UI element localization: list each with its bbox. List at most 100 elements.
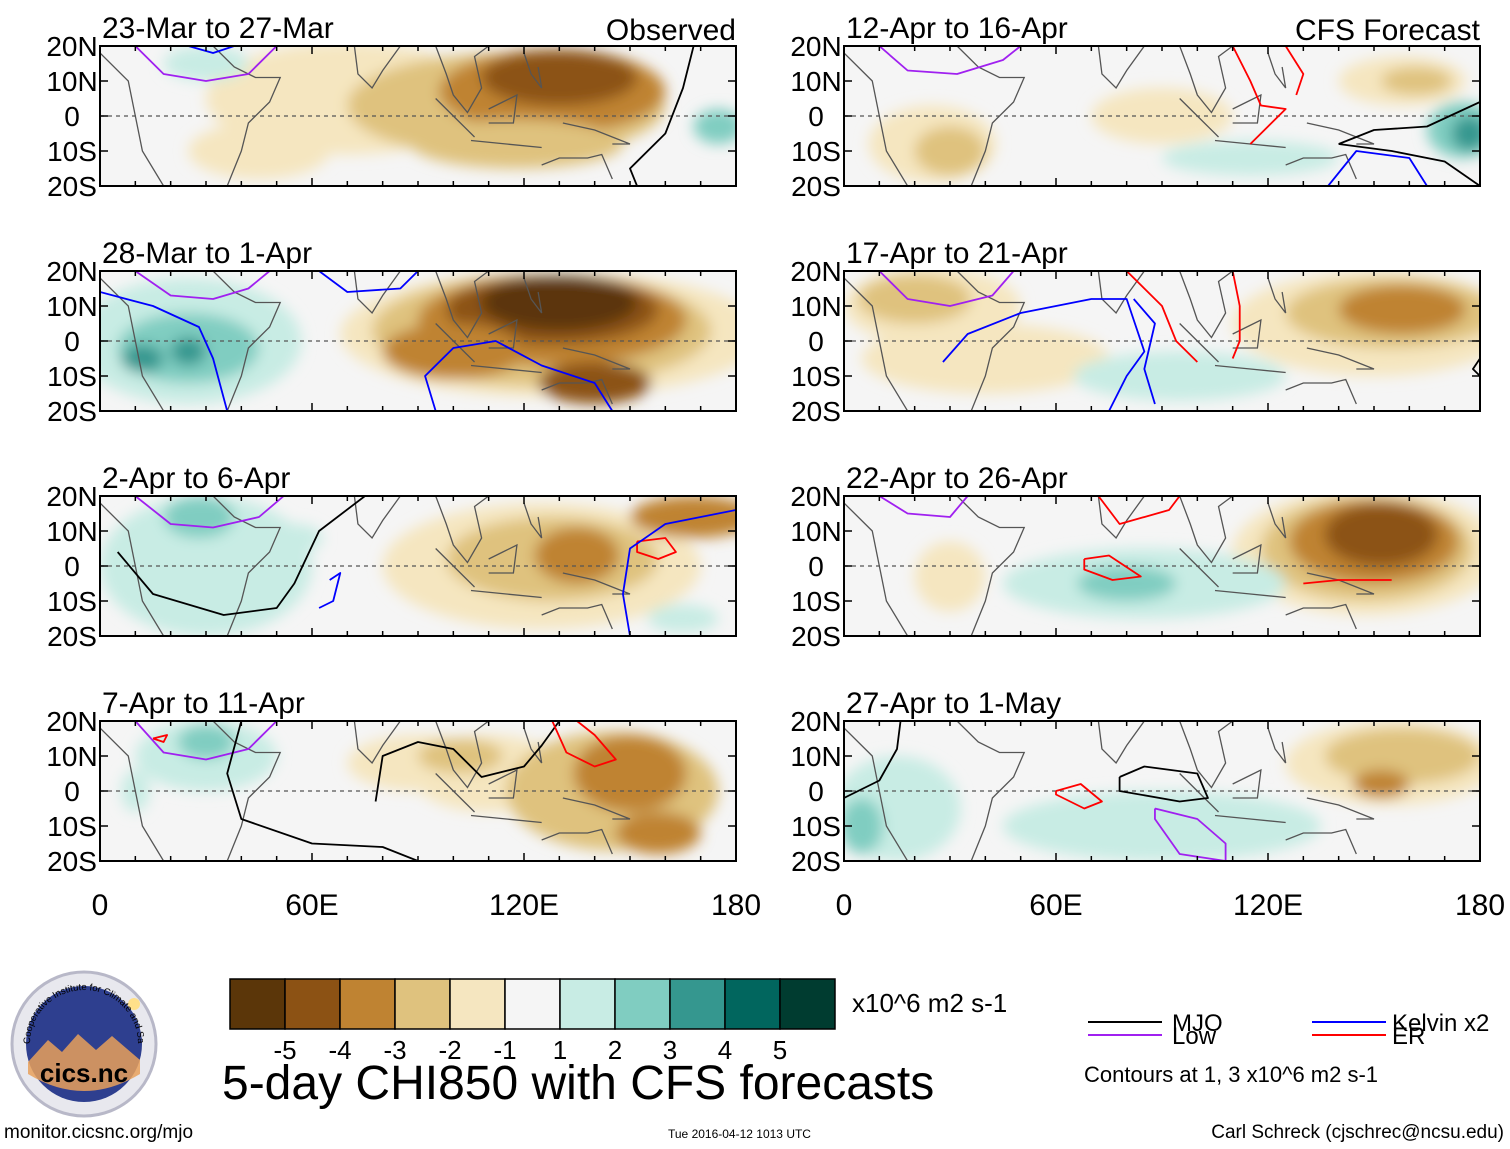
anomaly-region — [1126, 812, 1269, 854]
colorbar-swatch — [394, 978, 451, 1030]
coastline — [212, 721, 282, 861]
coastline — [541, 153, 613, 180]
wave-contour — [1327, 150, 1428, 186]
y-tick-label: 10N — [790, 66, 841, 97]
y-tick-label: 20N — [46, 481, 97, 512]
coastline — [1306, 797, 1375, 820]
coastline — [1306, 347, 1375, 370]
coastline — [956, 46, 1026, 186]
y-tick-label: 10S — [47, 136, 97, 167]
coastline — [1232, 768, 1262, 799]
coastline — [562, 572, 631, 595]
wave-contour — [374, 721, 561, 802]
y-tick-label: 20N — [790, 481, 841, 512]
coastline — [1179, 271, 1234, 339]
y-tick-label: 0 — [808, 326, 824, 357]
panel-field — [844, 721, 1480, 861]
panel-1: 20N 10N 0 10S 20S 23-Mar to 27-Mar Observed — [46, 12, 737, 202]
coastline — [523, 502, 543, 539]
logo-text: cics.nc — [40, 1058, 128, 1088]
colorbar-swatch — [449, 978, 506, 1030]
anomaly-region — [1077, 566, 1177, 601]
panel-8: 20N 10N 0 10S 20S 27-Apr to 1-May 0 60E 120E 180 — [790, 687, 1505, 922]
colorbar-tick-label: -3 — [383, 1035, 406, 1065]
coastline — [488, 543, 518, 574]
anomaly-region — [861, 323, 1109, 394]
y-tick-label: 20S — [791, 846, 841, 877]
panel-title: 22-Apr to 26-Apr — [846, 462, 1068, 495]
y-tick-label: 20N — [46, 706, 97, 737]
coastline — [435, 271, 490, 339]
coastline — [541, 378, 613, 405]
coastline — [1285, 828, 1357, 855]
wave-contour — [1055, 783, 1103, 810]
colorbar-swatch — [229, 978, 286, 1030]
coastline — [212, 271, 282, 411]
y-tick-label: 20S — [791, 171, 841, 202]
colorbar-swatch — [284, 978, 341, 1030]
y-tick-label: 20S — [791, 621, 841, 652]
coastline — [488, 768, 518, 799]
y-tick-label: 20N — [46, 31, 97, 62]
coastline — [562, 122, 631, 145]
colorbar-tick-label: 2 — [608, 1035, 622, 1065]
wave-contour — [1133, 298, 1156, 405]
legend: MJO Kelvin x2 Low ER Contours at 1, 3 x1… — [1084, 1010, 1489, 1087]
anomaly-region — [844, 798, 883, 854]
colorbar-swatch — [339, 978, 396, 1030]
panel-tag: Observed — [606, 14, 736, 47]
x-tick-label: 0 — [836, 889, 853, 922]
panel-field — [844, 46, 1480, 186]
y-tick-label: 0 — [808, 776, 824, 807]
coastline — [488, 318, 518, 349]
anomaly-region — [1338, 285, 1466, 334]
coastline — [470, 814, 542, 824]
y-tick-label: 10S — [791, 136, 841, 167]
anomaly-region — [1073, 351, 1286, 401]
footer-url[interactable]: monitor.cicsnc.org/mjo — [4, 1122, 194, 1143]
legend-label-mjo: MJO — [1172, 1010, 1223, 1037]
wave-contour — [1118, 765, 1209, 803]
coastline — [1232, 93, 1262, 124]
x-tick-label: 180 — [1455, 889, 1505, 922]
colorbar-swatch — [614, 978, 671, 1030]
legend-label-low: Low — [1172, 1023, 1217, 1050]
coastline — [212, 496, 282, 636]
y-tick-label: 20N — [790, 256, 841, 287]
colorbar-tick-label: 5 — [773, 1035, 787, 1065]
footer-credit: Carl Schreck (cjschrec@ncsu.edu) — [1211, 1122, 1504, 1143]
footer-timestamp: Tue 2016-04-12 1013 UTC — [668, 1127, 811, 1141]
colorbar: -5 -4 -3 -2 -1 1 2 3 4 5 — [229, 978, 836, 1065]
anomaly-region — [1352, 770, 1410, 798]
panel-field — [844, 271, 1480, 411]
coastline — [1097, 496, 1145, 540]
wave-contour — [622, 509, 736, 636]
coastline — [1097, 271, 1145, 315]
colorbar-tick-label: -4 — [328, 1035, 351, 1065]
colorbar-tick-label: 1 — [553, 1035, 567, 1065]
panel-field — [844, 496, 1480, 636]
y-tick-label: 10S — [791, 811, 841, 842]
panel-3: 20N 10N 0 10S 20S 2-Apr to 6-Apr — [46, 462, 737, 652]
wave-contour — [1154, 807, 1227, 861]
anomaly-region — [163, 496, 235, 538]
coastline — [956, 721, 1026, 861]
y-tick-label: 20S — [47, 621, 97, 652]
y-tick-label: 10S — [47, 811, 97, 842]
coastline — [1097, 46, 1145, 90]
colorbar-tick-label: -2 — [438, 1035, 461, 1065]
coastline — [212, 46, 282, 186]
coastline — [523, 52, 543, 89]
x-tick-label: 0 — [92, 889, 109, 922]
coastline — [1267, 727, 1287, 764]
anomaly-region — [914, 126, 986, 176]
panel-title: 23-Mar to 27-Mar — [102, 12, 334, 45]
anomaly-region — [410, 119, 623, 169]
coastline — [1232, 543, 1262, 574]
colorbar-swatch — [504, 978, 561, 1030]
anomaly-region — [170, 337, 206, 366]
coastline — [562, 347, 631, 370]
wave-contour — [1472, 357, 1480, 377]
panel-field — [100, 496, 736, 636]
